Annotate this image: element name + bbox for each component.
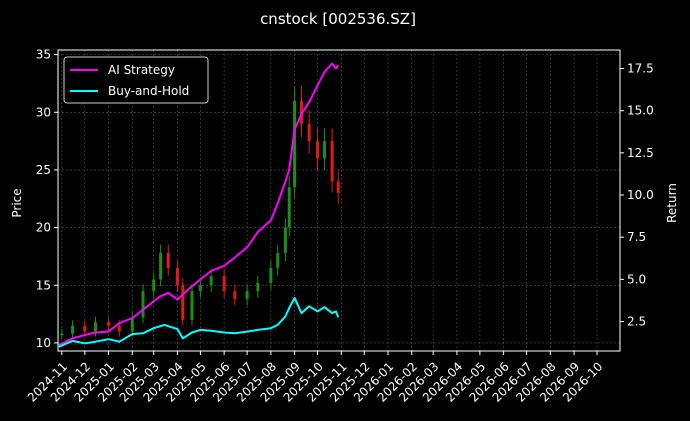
y2-tick-label: 17.5 [627,62,654,76]
grid-layer [58,50,620,351]
candle-body [245,291,249,300]
candle-body [293,100,297,188]
y2-tick-label: 10.0 [627,188,654,202]
candle-body [256,282,260,292]
chart-title: cnstock [002536.SZ] [260,10,416,28]
y-axis-label: Price [10,188,24,217]
y-tick-label: 25 [36,163,51,177]
candle-body [233,291,237,300]
y-tick-label: 30 [36,105,51,119]
candle-body [141,291,145,318]
candle-body [181,285,185,320]
series-line-ai-strategy [58,62,340,346]
y-tick-label: 20 [36,221,51,235]
candle-body [60,333,64,336]
candle-body [71,325,75,334]
candle-body [198,285,202,292]
candle-body [209,276,213,286]
candle-body [322,141,326,159]
plot-frame [57,49,621,352]
legend-box [63,56,209,104]
legend-label: AI Strategy [108,63,175,77]
candle-body [94,322,98,332]
y2-tick-label: 5.0 [627,272,646,286]
candle-body [83,325,87,332]
candle-body [166,252,170,268]
candle-body [299,100,303,124]
y2-tick-label: 12.5 [627,146,654,160]
y2-axis-label: Return [665,183,679,223]
candle-body [117,325,121,332]
line-layer [58,62,340,348]
legend-label: Buy-and-Hold [108,84,189,98]
y-tick-label: 35 [36,48,51,62]
candle-body [276,252,280,268]
candle-layer [60,86,340,339]
candle-body [222,276,226,292]
y-tick-label: 15 [36,278,51,292]
candle-body [316,141,320,159]
y2-tick-label: 7.5 [627,230,646,244]
y-tick-label: 10 [36,336,51,350]
legend: AI Strategy Buy-and-Hold [63,56,209,104]
candle-body [190,291,194,320]
candle-body [287,187,291,228]
candle-body [152,279,156,292]
y2-tick-label: 15.0 [627,104,654,118]
candle-body [107,322,111,326]
candle-body [307,123,311,142]
candle-body [159,252,163,280]
candle-body [269,267,273,283]
series-line-buy-and-hold [58,296,340,348]
candle-body [330,141,334,182]
candle-body [283,227,287,253]
candle-body [130,317,134,332]
y2-tick-label: 2.5 [627,314,646,328]
candle-body [336,181,340,194]
candle-body [175,267,179,286]
